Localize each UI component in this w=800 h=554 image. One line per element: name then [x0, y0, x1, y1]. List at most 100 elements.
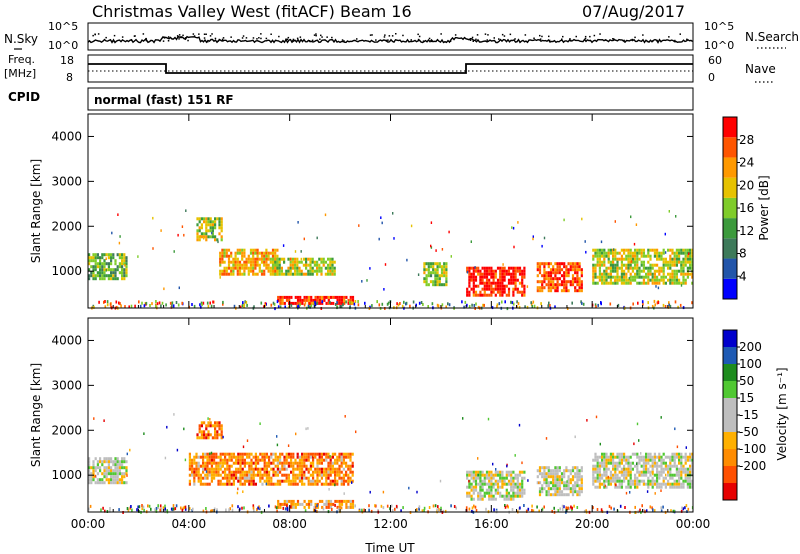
range-gate-cell	[680, 482, 683, 486]
range-gate-cell	[116, 472, 119, 476]
range-gate-cell	[191, 458, 194, 462]
range-gate-cell	[351, 295, 355, 299]
velocity-colorbar-cells	[723, 330, 737, 500]
range-gate-cell	[349, 301, 352, 305]
range-gate-cell	[682, 278, 685, 282]
noise-dot	[623, 39, 625, 42]
range-gate-cell	[645, 281, 648, 285]
range-gate-cell	[188, 452, 191, 456]
range-gate-cell	[307, 295, 311, 299]
range-gate-cell	[351, 452, 354, 456]
range-gate-cell	[660, 257, 663, 261]
range-gate-cell	[307, 269, 310, 273]
range-gate-cell	[618, 470, 621, 474]
range-gate-cell	[227, 257, 231, 261]
range-gate-cell	[623, 269, 626, 273]
range-gate-cell	[485, 272, 489, 276]
range-gate-cell	[329, 269, 332, 273]
range-gate-cell	[114, 466, 117, 470]
range-gate-cell	[616, 263, 619, 267]
range-gate-cell	[623, 458, 626, 462]
range-gate-cell	[225, 248, 228, 252]
range-gate-cell	[549, 286, 553, 290]
range-gate-cell	[160, 229, 162, 232]
range-gate-cell	[558, 262, 561, 266]
range-gate-cell	[649, 464, 652, 468]
range-gate-cell	[386, 302, 389, 306]
range-gate-cell	[651, 281, 654, 285]
range-gate-cell	[492, 272, 495, 276]
range-gate-cell	[540, 302, 542, 306]
range-gate-cell	[233, 304, 236, 308]
range-gate-cell	[618, 482, 621, 486]
range-gate-cell	[182, 506, 185, 510]
range-gate-cell	[616, 275, 619, 279]
range-gate-cell	[574, 490, 577, 494]
range-gate-cell	[101, 256, 104, 260]
range-gate-cell	[254, 266, 257, 270]
range-gate-cell	[88, 277, 91, 281]
range-gate-cell	[609, 278, 612, 282]
range-gate-cell	[682, 263, 685, 267]
range-gate-cell	[116, 277, 119, 281]
range-gate-cell	[226, 482, 229, 486]
range-gate-cell	[196, 232, 199, 236]
range-gate-cell	[620, 248, 623, 252]
range-gate-cell	[496, 485, 500, 489]
range-gate-cell	[519, 506, 521, 510]
range-gate-cell	[105, 460, 108, 464]
range-gate-cell	[329, 467, 332, 471]
noise-dot	[410, 39, 412, 41]
range-gate-cell	[243, 263, 246, 267]
range-gate-cell	[647, 251, 650, 255]
range-gate-cell	[552, 478, 555, 482]
range-gate-cell	[563, 469, 566, 473]
range-gate-cell	[170, 507, 173, 511]
range-gate-cell	[485, 281, 489, 285]
range-gate-cell	[116, 268, 119, 272]
range-gate-cell	[691, 461, 694, 465]
range-gate-cell	[325, 499, 328, 503]
range-gate-cell	[252, 470, 255, 474]
range-gate-cell	[567, 271, 570, 275]
range-gate-cell	[118, 262, 121, 266]
range-gate-cell	[592, 476, 595, 480]
range-gate-cell	[656, 281, 659, 285]
range-gate-cell	[183, 427, 185, 431]
range-gate-cell	[239, 458, 242, 462]
range-gate-cell	[349, 470, 352, 474]
range-gate-cell	[296, 295, 300, 299]
range-gate-cell	[215, 452, 218, 456]
range-gate-cell	[466, 485, 469, 489]
range-gate-cell	[609, 473, 612, 477]
range-gate-cell	[680, 461, 683, 465]
range-gate-cell	[338, 502, 341, 506]
range-gate-cell	[684, 251, 687, 255]
range-gate-cell	[347, 473, 350, 477]
range-gate-cell	[479, 488, 482, 492]
range-gate-cell	[576, 506, 579, 509]
range-gate-cell	[473, 304, 476, 307]
range-gate-cell	[235, 476, 238, 480]
range-gate-cell	[627, 485, 630, 489]
range-gate-cell	[642, 467, 645, 471]
noise-dot	[258, 37, 260, 39]
range-gate-cell	[258, 505, 260, 509]
range-gate-cell	[638, 455, 641, 459]
range-gate-cell	[545, 277, 548, 281]
range-gate-cell	[174, 507, 177, 511]
range-gate-cell	[510, 278, 513, 282]
range-gate-cell	[280, 272, 283, 276]
range-gate-cell	[627, 269, 630, 273]
y-tick-label: 4000	[51, 129, 82, 143]
range-gate-cell	[334, 503, 336, 507]
range-gate-cell	[191, 470, 194, 474]
range-gate-cell	[88, 259, 91, 263]
range-gate-cell	[434, 268, 437, 272]
range-gate-cell	[607, 482, 610, 486]
range-gate-cell	[347, 455, 350, 459]
range-gate-cell	[501, 479, 504, 483]
range-gate-cell	[314, 502, 317, 506]
range-gate-cell	[207, 430, 210, 434]
